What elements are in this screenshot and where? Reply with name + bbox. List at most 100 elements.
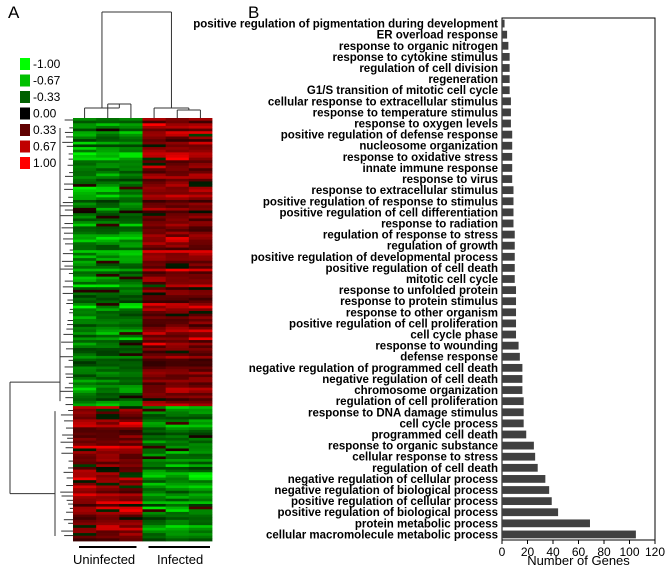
heatmap-cell: [165, 416, 190, 420]
heatmap-cell: [73, 369, 97, 373]
heatmap-cell: [165, 392, 190, 396]
heatmap-cell: [73, 414, 97, 418]
heatmap-cell: [142, 350, 167, 354]
heatmap-cell: [73, 213, 97, 217]
heatmap-cell: [73, 411, 97, 415]
heatmap-cell: [96, 181, 120, 185]
heatmap-cell: [165, 218, 190, 222]
heatmap-cell: [96, 443, 120, 447]
heatmap-cell: [188, 118, 213, 122]
heatmap-cell: [73, 440, 97, 444]
heatmap-cell: [73, 403, 97, 407]
heatmap-cell: [142, 342, 167, 346]
heatmap-cell: [142, 535, 167, 539]
category-label: cellular response to extracellular stimu…: [268, 96, 498, 108]
heatmap-cell: [142, 271, 167, 275]
heatmap-cell: [188, 340, 213, 344]
heatmap-cell: [96, 308, 120, 312]
heatmap-cell: [96, 498, 120, 502]
heatmap-cell: [165, 379, 190, 383]
heatmap-cell: [119, 263, 143, 267]
heatmap-cell: [96, 371, 120, 375]
legend-swatch: [20, 107, 30, 120]
heatmap-cell: [73, 422, 97, 426]
heatmap-cell: [73, 348, 97, 352]
heatmap-cell: [142, 279, 167, 283]
heatmap-cell: [188, 469, 213, 473]
heatmap-cell: [165, 348, 190, 352]
heatmap-cell: [96, 231, 120, 235]
heatmap-cell: [165, 429, 190, 433]
heatmap-cell: [119, 406, 143, 410]
heatmap-cell: [119, 136, 143, 140]
heatmap-cell: [73, 231, 97, 235]
bar: [502, 530, 636, 539]
heatmap-cell: [165, 281, 190, 285]
heatmap-cell: [142, 435, 167, 439]
heatmap-cell: [165, 382, 190, 386]
category-label: regulation of growth: [387, 241, 498, 253]
heatmap-cell: [188, 416, 213, 420]
heatmap-cell: [73, 149, 97, 153]
heatmap-cell: [73, 242, 97, 246]
heatmap-cell: [165, 149, 190, 153]
heatmap-cell: [96, 374, 120, 378]
heatmap-cell: [142, 300, 167, 304]
bar: [502, 186, 514, 195]
heatmap-cell: [73, 456, 97, 460]
heatmap-cell: [188, 176, 213, 180]
heatmap-cell: [96, 310, 120, 315]
heatmap-cell: [142, 128, 167, 132]
heatmap-cell: [73, 300, 97, 304]
heatmap-cell: [165, 443, 190, 447]
heatmap-cell: [73, 284, 97, 288]
heatmap-cell: [73, 466, 97, 471]
heatmap-cell: [165, 295, 190, 299]
heatmap-cell: [165, 168, 190, 172]
heatmap-cell: [119, 345, 143, 349]
heatmap-cell: [96, 519, 120, 523]
heatmap-cell: [119, 266, 143, 270]
heatmap-cell: [165, 313, 190, 317]
heatmap-cell: [142, 276, 167, 280]
heatmap-cell: [165, 118, 190, 122]
heatmap-cell: [96, 157, 120, 161]
heatmap-cell: [188, 496, 213, 500]
heatmap-cell: [165, 488, 190, 492]
heatmap-cell: [188, 519, 213, 523]
heatmap-cell: [96, 414, 120, 418]
heatmap-cell: [142, 197, 167, 201]
heatmap-cell: [142, 229, 167, 233]
category-label: response to wounding: [375, 341, 498, 353]
heatmap-cell: [165, 300, 190, 304]
legend-label: 0.33: [33, 123, 57, 137]
category-label: regulation of cell death: [372, 463, 498, 475]
heatmap-cell: [188, 474, 213, 478]
heatmap-cell: [188, 334, 213, 338]
heatmap-cell: [96, 184, 120, 188]
heatmap-cell: [165, 334, 190, 338]
heatmap-cell: [188, 313, 213, 317]
category-label: positive regulation of response to stimu…: [263, 196, 498, 208]
heatmap-cell: [96, 477, 120, 481]
heatmap-cell: [96, 128, 120, 132]
legend-label: -0.67: [33, 74, 61, 88]
heatmap-cell: [188, 353, 213, 357]
heatmap-cell: [96, 229, 120, 233]
heatmap-cell: [188, 287, 213, 291]
heatmap-cell: [188, 273, 213, 278]
heatmap-cell: [73, 226, 97, 230]
heatmap-cell: [73, 160, 97, 164]
heatmap-cell: [96, 152, 120, 156]
heatmap-cell: [119, 120, 143, 124]
heatmap-cell: [142, 477, 167, 481]
heatmap-cell: [96, 358, 120, 362]
bar: [502, 252, 515, 261]
x-tick-label: 80: [597, 545, 611, 559]
heatmap-cell: [119, 194, 143, 198]
heatmap-cell: [142, 157, 167, 161]
heatmap-cell: [165, 477, 190, 481]
heatmap-cell: [165, 194, 190, 198]
heatmap-cell: [165, 147, 190, 151]
heatmap-cell: [142, 295, 167, 299]
